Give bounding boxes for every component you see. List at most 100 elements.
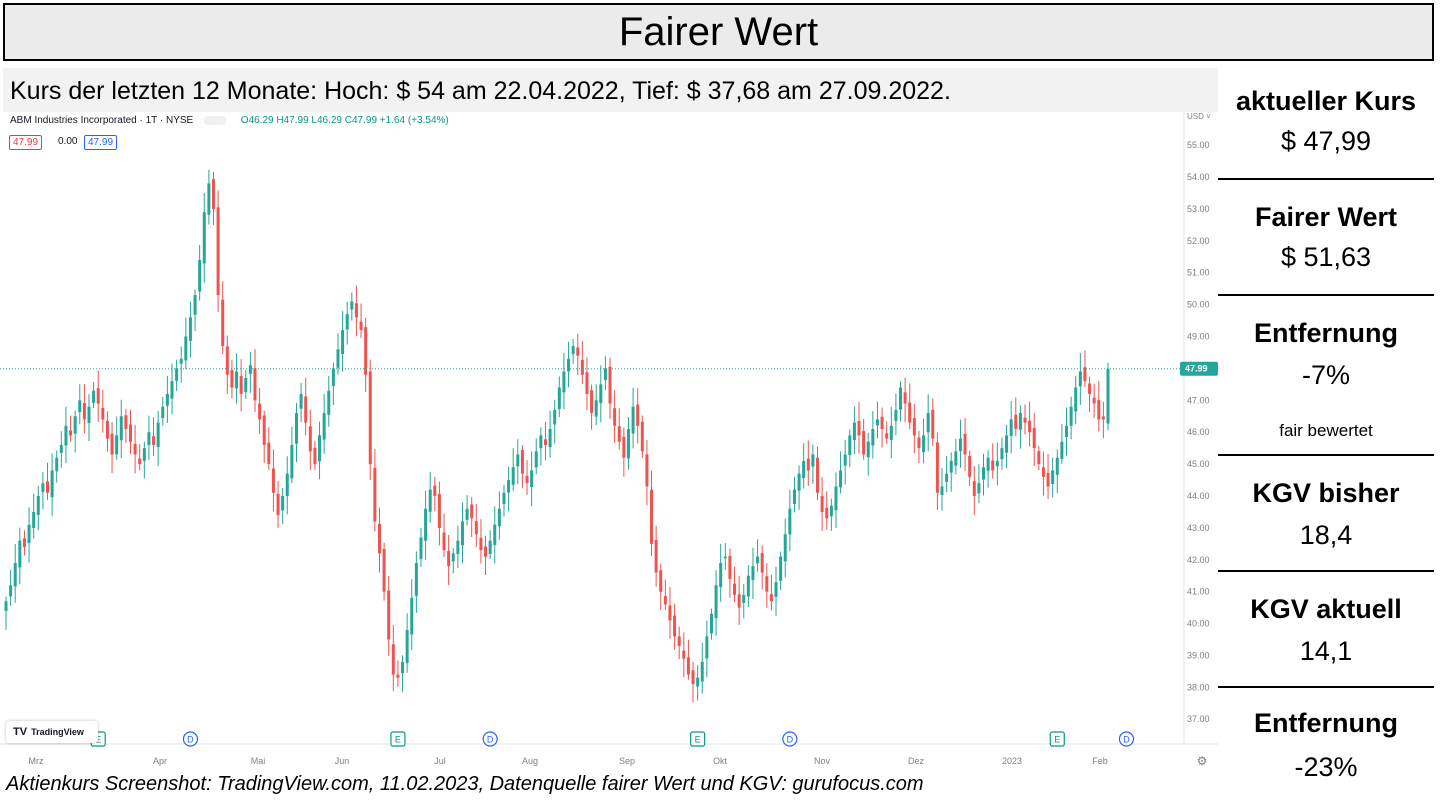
candle-body bbox=[1083, 367, 1087, 382]
candle-body bbox=[13, 562, 17, 587]
sell-price-box[interactable]: 47.99 bbox=[9, 135, 43, 150]
source-note: Aktienkurs Screenshot: TradingView.com, … bbox=[6, 773, 924, 795]
candle-body bbox=[451, 553, 455, 562]
fair-value-label: Fairer Wert bbox=[1254, 202, 1398, 232]
candle-body bbox=[1037, 451, 1041, 465]
candle-body bbox=[562, 371, 566, 393]
settings-gear-icon[interactable]: ⚙ bbox=[1197, 754, 1208, 767]
candle-body bbox=[894, 409, 898, 422]
tradingview-icon: TV bbox=[13, 726, 28, 738]
candle-body bbox=[576, 347, 580, 356]
candle-body bbox=[677, 636, 681, 646]
distance2-label: Entfernung bbox=[1254, 708, 1398, 738]
candle-body bbox=[737, 594, 741, 608]
buy-price-box[interactable]: 47.99 bbox=[84, 135, 118, 150]
candle-body bbox=[313, 447, 317, 465]
y-tick-label: 40.00 bbox=[1187, 619, 1210, 629]
candle-body bbox=[156, 422, 160, 448]
candle-body bbox=[557, 387, 561, 409]
candle-body bbox=[659, 570, 663, 592]
candle-body bbox=[816, 457, 820, 493]
candle-body bbox=[829, 505, 833, 517]
candle-body bbox=[345, 314, 349, 330]
ohlc-values: O46.29 H47.99 L46.29 C47.99 +1.64 (+3.54… bbox=[240, 115, 449, 126]
candle-body bbox=[142, 448, 146, 461]
candle-body bbox=[442, 532, 446, 551]
y-tick-label: 41.00 bbox=[1187, 587, 1210, 597]
candlestick-chart-svg[interactable]: 55.0054.0053.0052.0051.0050.0049.0048.00… bbox=[0, 112, 1218, 767]
y-tick-label: 49.00 bbox=[1187, 332, 1210, 342]
candle-body bbox=[945, 473, 949, 482]
candle-body bbox=[244, 377, 248, 392]
candle-body bbox=[622, 436, 626, 458]
candle-body bbox=[41, 483, 45, 492]
candle-body bbox=[1046, 473, 1050, 487]
candle-body bbox=[751, 566, 755, 580]
candle-body bbox=[359, 321, 363, 331]
candle-body bbox=[354, 303, 358, 318]
candle-body bbox=[820, 495, 824, 512]
candle-body bbox=[954, 451, 958, 466]
candle-body bbox=[935, 442, 939, 493]
candle-body bbox=[405, 629, 409, 663]
candle-body bbox=[728, 555, 732, 579]
candle-body bbox=[539, 435, 543, 449]
y-tick-label: 43.00 bbox=[1187, 523, 1210, 533]
candle-body bbox=[64, 425, 68, 446]
candle-body bbox=[239, 376, 243, 394]
candle-body bbox=[27, 524, 31, 544]
candle-body bbox=[387, 590, 391, 640]
candle-body bbox=[101, 407, 105, 420]
candle-body bbox=[258, 403, 262, 420]
candle-body bbox=[926, 413, 930, 433]
candle-body bbox=[479, 537, 483, 551]
candle-body bbox=[797, 473, 801, 491]
candle-body bbox=[110, 433, 114, 455]
tradingview-logo[interactable]: TV TradingView bbox=[6, 721, 98, 743]
candle-body bbox=[686, 657, 690, 675]
candle-body bbox=[271, 468, 275, 493]
y-tick-label: 37.00 bbox=[1187, 714, 1210, 724]
candle-body bbox=[852, 422, 856, 441]
candle-body bbox=[783, 534, 787, 562]
candle-body bbox=[963, 433, 967, 455]
candle-body bbox=[599, 384, 603, 404]
candle-body bbox=[774, 582, 778, 597]
x-tick-label: Sep bbox=[619, 756, 635, 766]
candle-body bbox=[193, 295, 197, 315]
symbol-label: ABM Industries Incorporated · 1T · NYSE bbox=[10, 115, 194, 126]
earnings-marker-icon bbox=[1049, 731, 1065, 747]
candle-body bbox=[460, 521, 464, 546]
candle-body bbox=[350, 301, 354, 310]
x-tick-label: 2023 bbox=[1002, 756, 1022, 766]
candle-body bbox=[520, 449, 524, 474]
candle-body bbox=[128, 424, 132, 442]
candle-body bbox=[119, 416, 123, 441]
candle-body bbox=[1055, 457, 1059, 475]
candle-body bbox=[304, 396, 308, 423]
dividend-marker-icon bbox=[1118, 731, 1135, 747]
candle-body bbox=[825, 507, 829, 519]
candle-body bbox=[96, 388, 100, 404]
candle-body bbox=[230, 370, 234, 388]
candle-body bbox=[1014, 414, 1018, 429]
dividend-marker-label: D bbox=[1123, 735, 1130, 745]
visibility-toggle-icon[interactable] bbox=[204, 115, 227, 125]
candle-body bbox=[502, 492, 506, 505]
page-title: Fairer Wert bbox=[618, 9, 819, 54]
candle-body bbox=[493, 524, 497, 545]
fair-value-value: $ 51,63 bbox=[1280, 242, 1372, 272]
candle-body bbox=[806, 458, 810, 471]
y-tick-label: 45.00 bbox=[1187, 459, 1210, 469]
candle-body bbox=[714, 585, 718, 619]
earnings-marker-icon bbox=[390, 731, 406, 747]
y-tick-label: 47.00 bbox=[1187, 395, 1210, 405]
y-tick-label: 42.00 bbox=[1187, 555, 1210, 565]
candle-body bbox=[991, 460, 995, 471]
dividend-marker-label: D bbox=[487, 735, 494, 745]
candle-body bbox=[401, 661, 405, 674]
divider bbox=[1218, 294, 1434, 296]
candle-body bbox=[267, 442, 271, 465]
candle-body bbox=[995, 460, 999, 467]
price-chart[interactable]: 55.0054.0053.0052.0051.0050.0049.0048.00… bbox=[0, 112, 1218, 767]
